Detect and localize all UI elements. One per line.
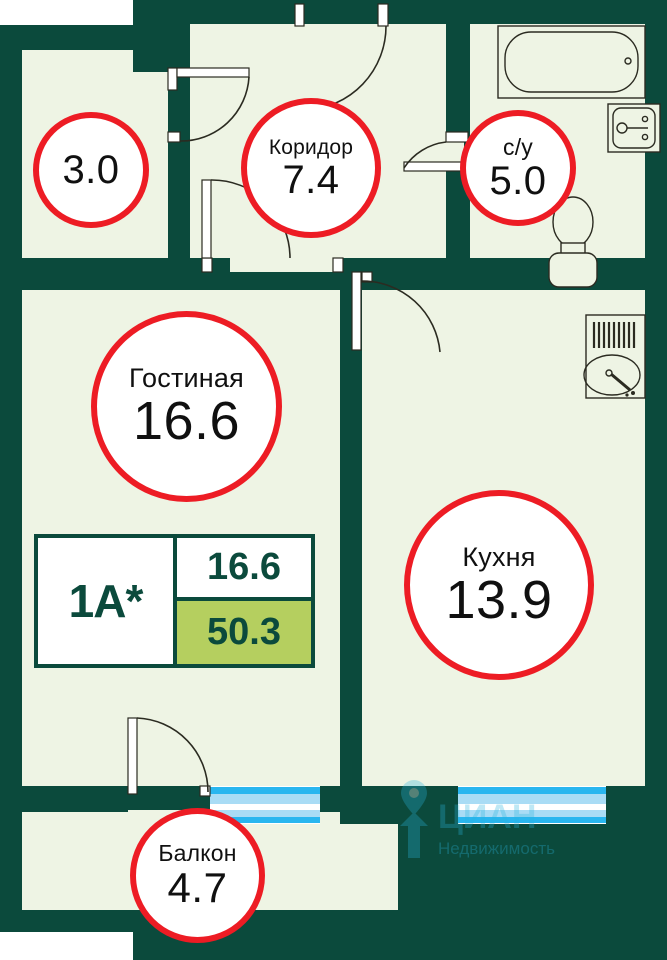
toilet-icon	[548, 196, 598, 288]
sink-icon	[607, 103, 661, 153]
stove-icon	[583, 314, 646, 399]
room-name-living: Гостиная	[129, 363, 244, 393]
room-area-balcony: 4.7	[167, 864, 228, 911]
room-name-corridor: Коридор	[268, 135, 354, 159]
window-group	[210, 786, 606, 824]
room-area-kitchen: 13.9	[445, 569, 553, 630]
room-bubble-balcony[interactable]: Балкон 4.7	[130, 808, 265, 943]
room-bubble-room30[interactable]: 3.0	[33, 112, 149, 228]
door-balcony	[127, 717, 211, 797]
room-name-kitchen: Кухня	[462, 541, 536, 572]
room-name-wc: с/у	[503, 133, 533, 160]
window-living	[210, 786, 320, 824]
room-area-room30: 3.0	[62, 148, 120, 192]
door-wc	[403, 131, 469, 172]
living-area-value: 16.6	[177, 538, 311, 601]
room-area-corridor: 7.4	[282, 157, 340, 202]
room-bubble-living[interactable]: Гостиная 16.6	[91, 311, 282, 502]
door-group	[127, 3, 469, 797]
apartment-summary-badge[interactable]: 1А* 16.6 50.3	[34, 534, 315, 668]
total-area-value: 50.3	[177, 601, 311, 664]
window-kitchen	[458, 786, 606, 824]
room-bubble-kitchen[interactable]: Кухня 13.9	[404, 490, 594, 680]
room-area-wc: 5.0	[489, 158, 547, 203]
apartment-type-label: 1А*	[38, 538, 177, 664]
room-bubble-wc[interactable]: с/у 5.0	[460, 110, 576, 226]
bathtub-icon	[497, 25, 646, 99]
room-name-balcony: Балкон	[158, 840, 237, 866]
room-area-living: 16.6	[132, 391, 241, 451]
door-room30	[167, 67, 250, 143]
apartment-areas: 16.6 50.3	[177, 538, 311, 664]
door-kitchen	[332, 257, 441, 353]
room-bubble-corridor[interactable]: Коридор 7.4	[241, 98, 381, 238]
fixture-group	[497, 25, 661, 399]
